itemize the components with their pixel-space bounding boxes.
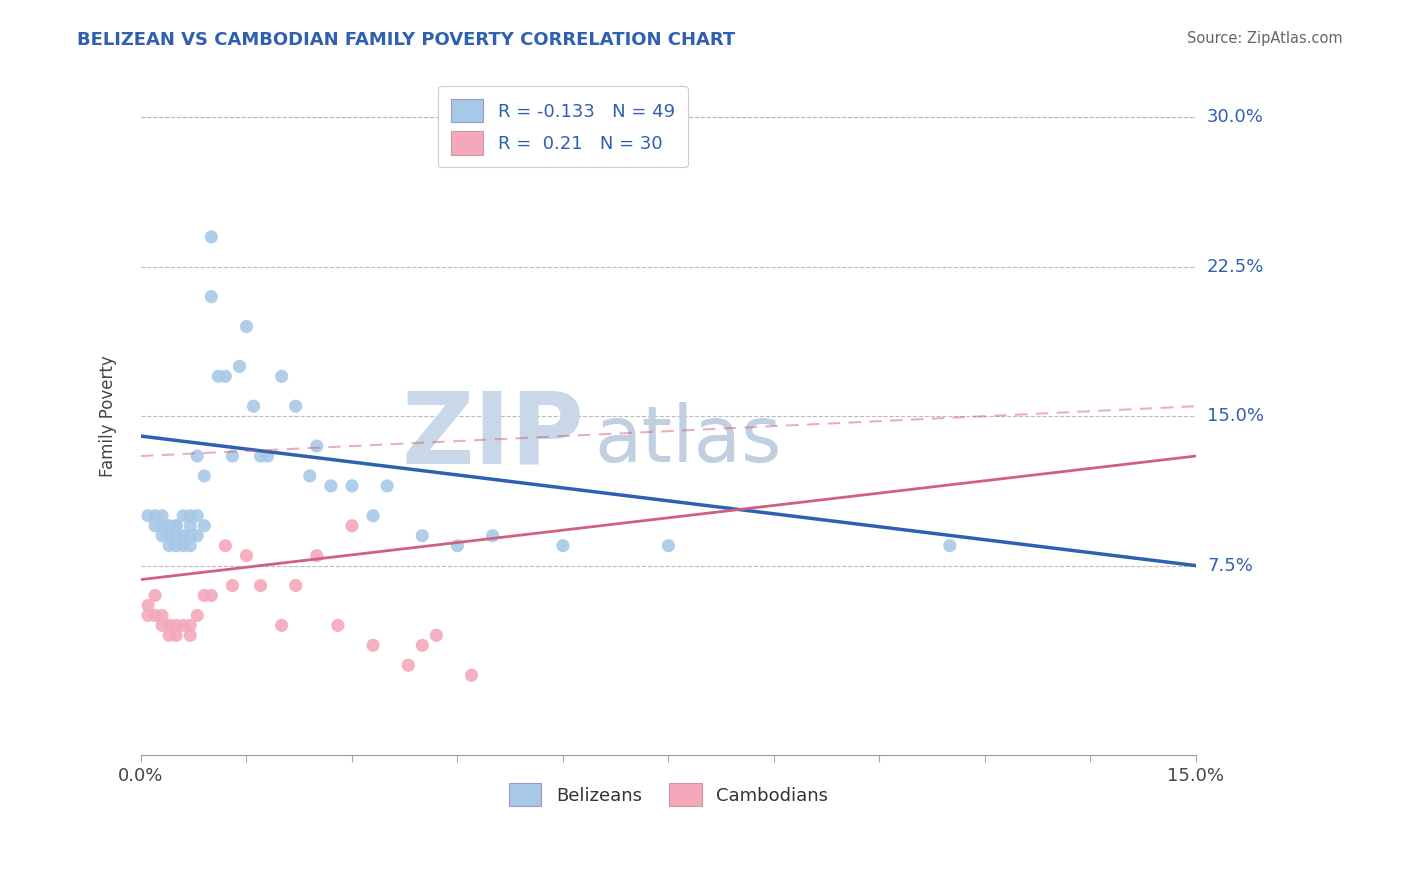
- Point: [207, 369, 229, 384]
- Point: [165, 518, 187, 533]
- Point: [165, 529, 187, 543]
- Y-axis label: Family Poverty: Family Poverty: [100, 355, 117, 477]
- Point: [157, 518, 180, 533]
- Point: [551, 539, 574, 553]
- Point: [143, 518, 166, 533]
- Point: [186, 449, 208, 463]
- Point: [150, 529, 173, 543]
- Point: [165, 628, 187, 642]
- Point: [179, 618, 201, 632]
- Point: [481, 529, 503, 543]
- Point: [157, 529, 180, 543]
- Point: [228, 359, 250, 374]
- Point: [305, 439, 328, 453]
- Point: [172, 539, 194, 553]
- Point: [136, 599, 159, 613]
- Point: [200, 589, 222, 603]
- Point: [411, 638, 433, 652]
- Point: [319, 479, 342, 493]
- Point: [221, 578, 243, 592]
- Text: Source: ZipAtlas.com: Source: ZipAtlas.com: [1187, 31, 1343, 46]
- Point: [284, 578, 307, 592]
- Point: [298, 469, 321, 483]
- Point: [150, 618, 173, 632]
- Point: [179, 529, 201, 543]
- Point: [200, 290, 222, 304]
- Point: [361, 638, 384, 652]
- Point: [249, 578, 271, 592]
- Point: [150, 508, 173, 523]
- Point: [136, 608, 159, 623]
- Point: [375, 479, 398, 493]
- Point: [172, 618, 194, 632]
- Point: [150, 518, 173, 533]
- Point: [150, 608, 173, 623]
- Point: [193, 518, 215, 533]
- Point: [157, 539, 180, 553]
- Text: 22.5%: 22.5%: [1208, 258, 1264, 276]
- Point: [411, 529, 433, 543]
- Text: 30.0%: 30.0%: [1208, 108, 1264, 127]
- Point: [657, 539, 679, 553]
- Point: [939, 539, 962, 553]
- Point: [165, 518, 187, 533]
- Point: [270, 369, 292, 384]
- Point: [165, 618, 187, 632]
- Point: [446, 539, 468, 553]
- Point: [270, 618, 292, 632]
- Point: [200, 230, 222, 244]
- Point: [214, 539, 236, 553]
- Point: [249, 449, 271, 463]
- Point: [186, 529, 208, 543]
- Point: [242, 399, 264, 413]
- Point: [186, 608, 208, 623]
- Point: [221, 449, 243, 463]
- Point: [136, 508, 159, 523]
- Point: [143, 608, 166, 623]
- Point: [179, 628, 201, 642]
- Point: [172, 529, 194, 543]
- Point: [361, 508, 384, 523]
- Text: atlas: atlas: [595, 402, 782, 478]
- Text: 15.0%: 15.0%: [1208, 407, 1264, 425]
- Text: 7.5%: 7.5%: [1208, 557, 1253, 574]
- Point: [165, 539, 187, 553]
- Point: [172, 508, 194, 523]
- Point: [235, 319, 257, 334]
- Point: [235, 549, 257, 563]
- Point: [305, 549, 328, 563]
- Legend: Belizeans, Cambodians: Belizeans, Cambodians: [502, 776, 835, 814]
- Text: ZIP: ZIP: [401, 388, 583, 485]
- Point: [256, 449, 278, 463]
- Point: [340, 479, 363, 493]
- Point: [186, 508, 208, 523]
- Point: [396, 658, 419, 673]
- Point: [179, 518, 201, 533]
- Point: [193, 589, 215, 603]
- Point: [157, 628, 180, 642]
- Point: [179, 539, 201, 553]
- Point: [143, 589, 166, 603]
- Text: BELIZEAN VS CAMBODIAN FAMILY POVERTY CORRELATION CHART: BELIZEAN VS CAMBODIAN FAMILY POVERTY COR…: [77, 31, 735, 49]
- Point: [157, 618, 180, 632]
- Point: [214, 369, 236, 384]
- Point: [425, 628, 447, 642]
- Point: [179, 508, 201, 523]
- Point: [340, 518, 363, 533]
- Point: [143, 508, 166, 523]
- Point: [193, 469, 215, 483]
- Point: [460, 668, 482, 682]
- Point: [326, 618, 349, 632]
- Point: [284, 399, 307, 413]
